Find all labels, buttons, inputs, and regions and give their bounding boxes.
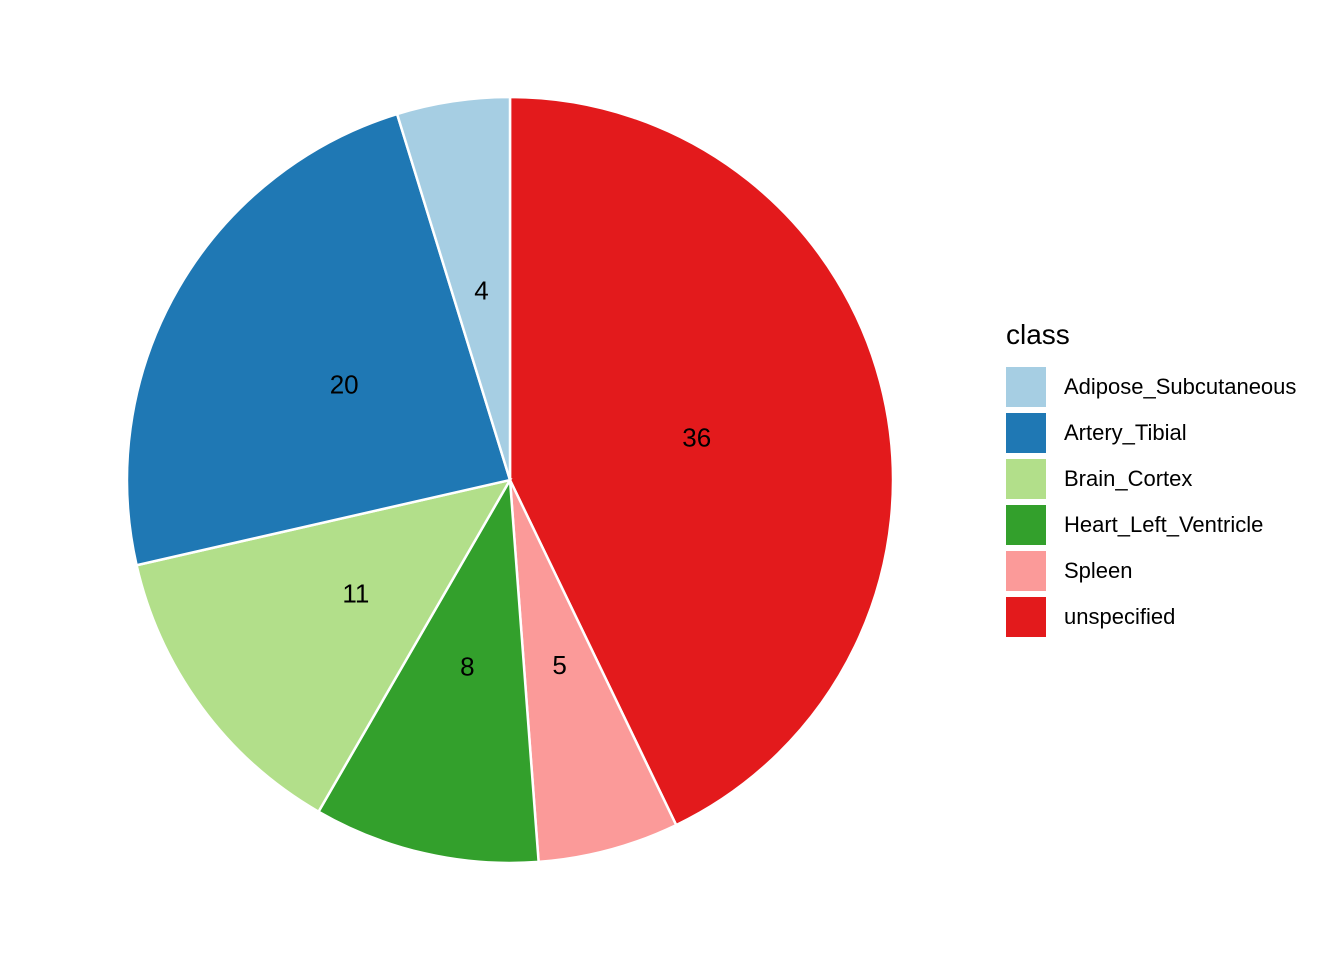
legend-swatch [1006,505,1046,545]
pie-slice-brain-cortex [135,478,513,814]
pie-slice-heart-left-ventricle [316,475,540,865]
slice-value-label-brain-cortex: 11 [342,579,369,609]
legend-label: Brain_Cortex [1064,466,1193,491]
legend-items: Adipose_Subcutaneous Artery_Tibial Brain_C… [1006,364,1296,640]
slice-value-label-artery-tibial: 20 [330,369,359,399]
slice-value-label-heart-left-ventricle: 8 [460,652,474,682]
legend-label: Spleen [1064,558,1133,583]
legend-swatch [1006,551,1046,591]
legend-title: class [1006,319,1070,350]
legend-item-artery-tibial: Artery_Tibial [1006,410,1296,456]
pie-slice-artery-tibial [125,112,512,567]
legend-label: Adipose_Subcutaneous [1064,374,1297,399]
legend-item-unspecified: unspecified [1006,594,1296,640]
pie-slice-unspecified [508,95,895,827]
legend-item-heart-left-ventricle: Heart_Left_Ventricle [1006,502,1296,548]
legend-swatch [1006,597,1046,637]
pie-slice-spleen [508,479,678,864]
legend-swatch [1006,367,1046,407]
pie-slices [125,95,895,865]
legend-label: Heart_Left_Ventricle [1064,512,1264,537]
legend-swatch [1006,459,1046,499]
legend-swatch [1006,413,1046,453]
legend-item-spleen: Spleen [1006,548,1296,594]
pie-slice-adipose-subcutaneous [395,95,512,481]
pie-slice-labels: 36 5 8 11 20 4 [330,276,711,682]
legend-item-brain-cortex: Brain_Cortex [1006,456,1296,502]
legend-label: unspecified [1064,604,1176,629]
legend: class Adipose_Subcutaneous Artery_Tibial B… [1006,318,1296,640]
slice-value-label-spleen: 5 [552,650,566,680]
legend-label: Artery_Tibial [1064,420,1187,445]
slice-value-label-unspecified: 36 [682,422,711,452]
legend-item-adipose-subcutaneous: Adipose_Subcutaneous [1006,364,1296,410]
slice-value-label-adipose-subcutaneous: 4 [474,276,488,306]
